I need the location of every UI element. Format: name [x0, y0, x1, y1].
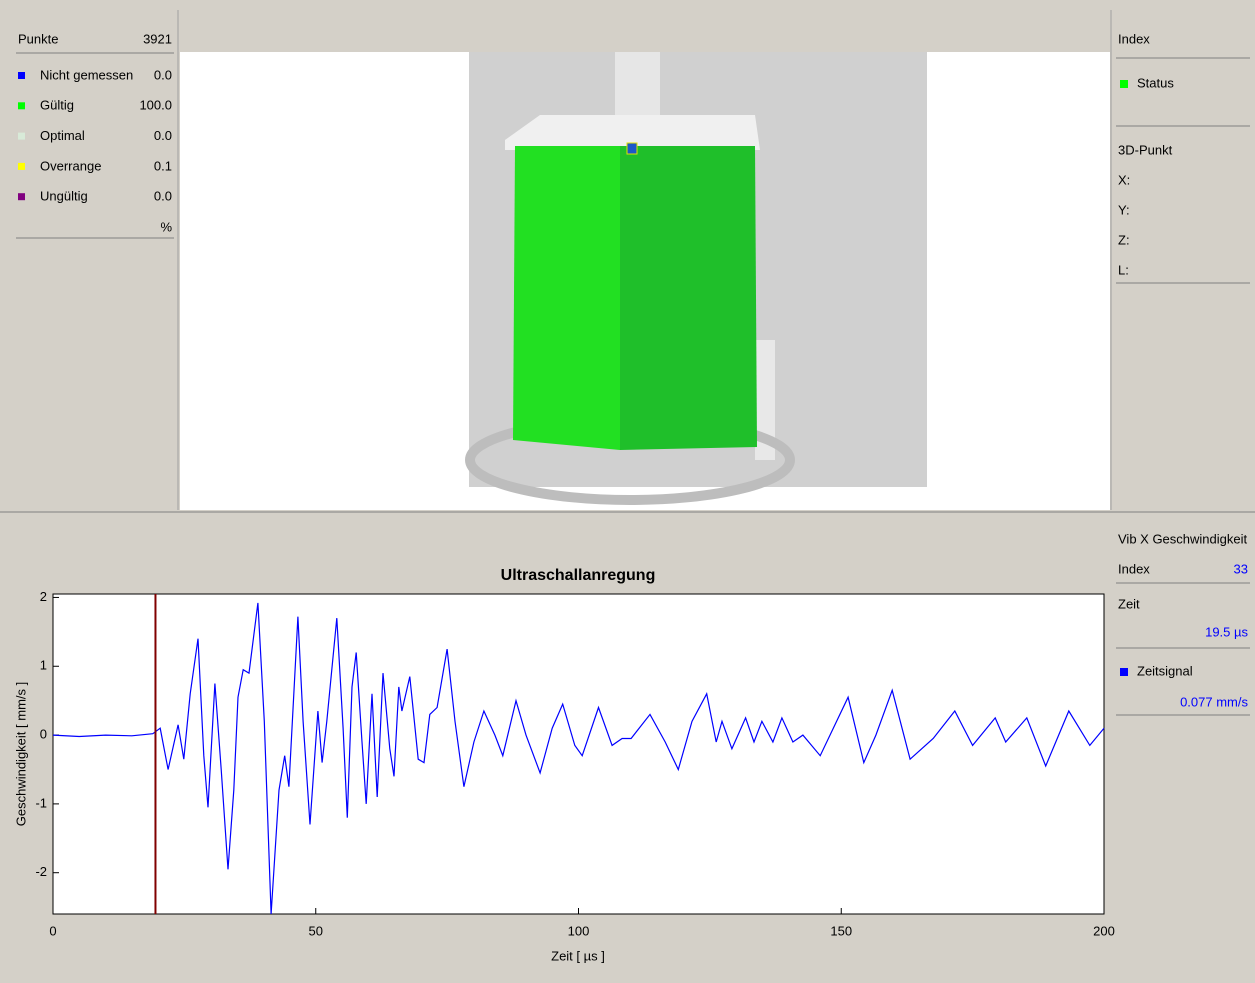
x-tick-label: 0: [49, 923, 56, 938]
label: Status: [1137, 75, 1174, 90]
label: Punkte: [18, 31, 58, 46]
label: Zeit: [1118, 596, 1140, 611]
value: 19.5 µs: [1205, 624, 1248, 639]
label: Index: [1118, 31, 1150, 46]
status-swatch: [1120, 80, 1128, 88]
photo-plate: [505, 115, 760, 150]
value: 33: [1234, 561, 1248, 576]
camera-image: [465, 52, 927, 505]
status-swatch: [18, 72, 25, 79]
x-tick-label: 100: [568, 923, 590, 938]
label: Index: [1118, 561, 1150, 576]
status-swatch: [18, 193, 25, 201]
label: Z:: [1118, 232, 1130, 247]
label: Y:: [1118, 202, 1130, 217]
y-tick-label: -1: [35, 795, 47, 810]
y-tick-label: 1: [40, 658, 47, 673]
label: Vib X Geschwindigkeit: [1118, 531, 1247, 546]
value: 0.0: [154, 128, 172, 143]
label: L:: [1118, 262, 1129, 277]
y-tick-label: -2: [35, 864, 47, 879]
label: Gültig: [40, 98, 74, 113]
photo-stand: [755, 340, 775, 460]
label: Nicht gemessen: [40, 67, 133, 82]
y-tick-label: 0: [40, 727, 47, 742]
value: 0.077 mm/s: [1180, 694, 1248, 709]
legend-label: Zeitsignal: [1137, 663, 1193, 678]
label: Optimal: [40, 128, 85, 143]
legend-swatch: [1120, 668, 1128, 676]
label: Ungültig: [40, 189, 88, 204]
measurement-area: [513, 146, 620, 450]
value: 100.0: [139, 98, 172, 113]
series-line: [52, 602, 1105, 915]
value: 3921: [143, 31, 172, 46]
status-swatch: [18, 102, 25, 110]
value: 0.0: [154, 67, 172, 82]
measurement-area: [620, 146, 757, 450]
label: 3D-Punkt: [1118, 142, 1173, 157]
status-swatch: [18, 132, 25, 140]
selected-point: [626, 142, 638, 155]
x-axis-label: Zeit [ µs ]: [551, 948, 605, 963]
x-tick-label: 200: [1093, 923, 1115, 938]
label: Overrange: [40, 158, 101, 173]
label: X:: [1118, 172, 1130, 187]
x-tick-label: 50: [309, 923, 323, 938]
x-tick-label: 150: [830, 923, 852, 938]
y-tick-label: 2: [40, 589, 47, 604]
chart-title: Ultraschallanregung: [501, 567, 656, 584]
value: 0.1: [154, 158, 172, 173]
unit: %: [160, 219, 172, 234]
status-swatch: [18, 162, 25, 170]
value: 0.0: [154, 189, 172, 204]
photo-rod: [615, 52, 660, 122]
y-axis-label: Geschwindigkeit [ mm/s ]: [13, 682, 28, 827]
